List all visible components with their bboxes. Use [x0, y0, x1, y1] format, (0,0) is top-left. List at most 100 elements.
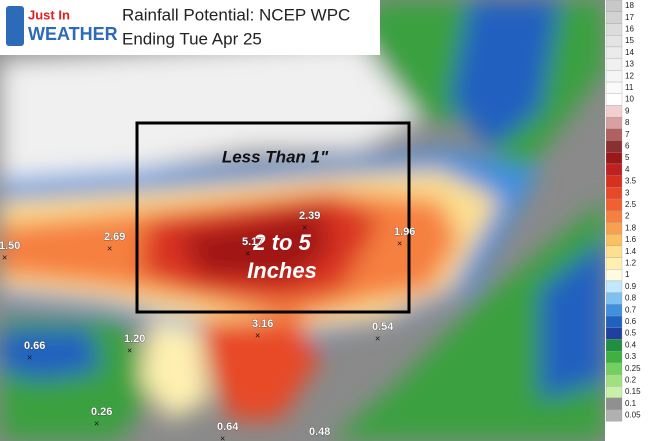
legend-label: 0.1: [625, 399, 637, 408]
legend-label: 0.7: [625, 305, 637, 314]
legend-label: 9: [625, 106, 630, 115]
point-value: 0.66: [24, 340, 45, 352]
legend-swatch: [605, 339, 623, 352]
legend-label: 0.8: [625, 294, 637, 303]
legend-label: 1.2: [625, 259, 637, 268]
point-marker: ×: [375, 333, 380, 343]
logo: Just In WEATHER: [6, 6, 118, 46]
legend-label: 13: [625, 60, 634, 69]
point-value: 5.17: [242, 236, 263, 248]
legend-label: 12: [625, 71, 634, 80]
highlight-box: [135, 121, 411, 314]
legend-swatch: [605, 35, 623, 48]
legend-label: 1.6: [625, 235, 637, 244]
title-box: [0, 0, 380, 55]
legend-label: 0.9: [625, 282, 637, 291]
point-value: 1.50: [0, 240, 20, 252]
legend-swatch: [605, 140, 623, 153]
legend-swatch: [605, 222, 623, 235]
point-value: 1.96: [394, 226, 415, 238]
points: 1.50×2.69×5.17×2.39× 1.96×3.16×0.54×0.66×…: [0, 210, 416, 441]
point-value: 2.39: [299, 210, 320, 222]
legend-label: 2.5: [625, 200, 637, 209]
legend-swatch: [605, 175, 623, 188]
legend-label: 0.4: [625, 340, 637, 349]
legend-label: 0.6: [625, 317, 637, 326]
legend-swatch: [605, 70, 623, 83]
legend-swatch: [605, 0, 623, 12]
legend-label: 18: [625, 1, 634, 10]
legend-swatch: [605, 58, 623, 71]
annotation: Inches: [247, 258, 317, 283]
legend-label: 0.15: [625, 387, 641, 396]
legend-label: 5: [625, 153, 630, 162]
point-marker: ×: [2, 252, 7, 262]
legend-swatch: [605, 23, 623, 36]
legend-swatch: [605, 292, 623, 305]
legend-label: 1: [625, 270, 630, 279]
legend-swatch: [605, 304, 623, 317]
legend-label: 3.5: [625, 177, 637, 186]
legend-swatch: [605, 152, 623, 165]
legend-label: 4: [625, 165, 630, 174]
point-marker: ×: [302, 222, 307, 232]
point-value: 0.54: [372, 321, 394, 333]
legend-label: 16: [625, 25, 634, 34]
legend-label: 1.4: [625, 247, 637, 256]
point-marker: ×: [245, 248, 250, 258]
point-value: 1.20: [124, 333, 145, 345]
legend-label: 10: [625, 95, 634, 104]
legend-swatch: [605, 269, 623, 282]
legend-label: 0.3: [625, 352, 637, 361]
legend-swatch: [605, 198, 623, 211]
logo-text: WEATHER: [28, 24, 118, 44]
legend-label: 0.5: [625, 329, 637, 338]
legend-label: 14: [625, 48, 634, 57]
legend-label: 8: [625, 118, 630, 127]
legend-swatch: [605, 362, 623, 375]
legend-swatch: [605, 11, 623, 24]
legend-swatch: [605, 81, 623, 94]
legend-label: 2: [625, 212, 630, 221]
legend-swatch: [605, 350, 623, 363]
point-value: 0.64: [217, 421, 239, 433]
legend-swatch: [605, 187, 623, 200]
point-value: 3.16: [252, 318, 273, 330]
legend-label: 15: [625, 36, 634, 45]
point-marker: ×: [312, 438, 317, 441]
legend-label: 17: [625, 13, 634, 22]
logo-text: Just In: [28, 7, 70, 22]
legend-label: 11: [625, 83, 634, 92]
legend-swatch: [605, 46, 623, 59]
legend-label: 6: [625, 142, 630, 151]
legend-swatch: [605, 245, 623, 258]
legend-swatch: [605, 105, 623, 118]
legend-swatch: [605, 163, 623, 176]
rain-field: [0, 0, 605, 441]
legend-swatch: [605, 315, 623, 328]
legend-swatch: [605, 233, 623, 246]
legend-swatch: [605, 257, 623, 270]
legend-swatch: [605, 386, 623, 399]
point-value: 2.69: [104, 231, 125, 243]
point-value: 0.48: [309, 426, 330, 438]
point-marker: ×: [255, 330, 260, 340]
legend-swatch: [605, 117, 623, 130]
legend-swatch: [605, 397, 623, 410]
annotation: Less Than 1": [222, 147, 329, 166]
legend-swatch: [605, 128, 623, 141]
point-marker: ×: [107, 243, 112, 253]
legend-label: 0.25: [625, 364, 641, 373]
legend-swatch: [605, 280, 623, 293]
point-marker: ×: [94, 418, 99, 428]
annotation: 2 to 5: [252, 230, 311, 255]
subtitle: Ending Tue Apr 25: [122, 29, 262, 48]
legend-label: 0.2: [625, 376, 637, 385]
point-marker: ×: [397, 238, 402, 248]
point-marker: ×: [127, 345, 132, 355]
legend-swatch: [605, 210, 623, 223]
legend-swatch: [605, 93, 623, 106]
legend-swatch: [605, 327, 623, 340]
point-marker: ×: [27, 352, 32, 362]
